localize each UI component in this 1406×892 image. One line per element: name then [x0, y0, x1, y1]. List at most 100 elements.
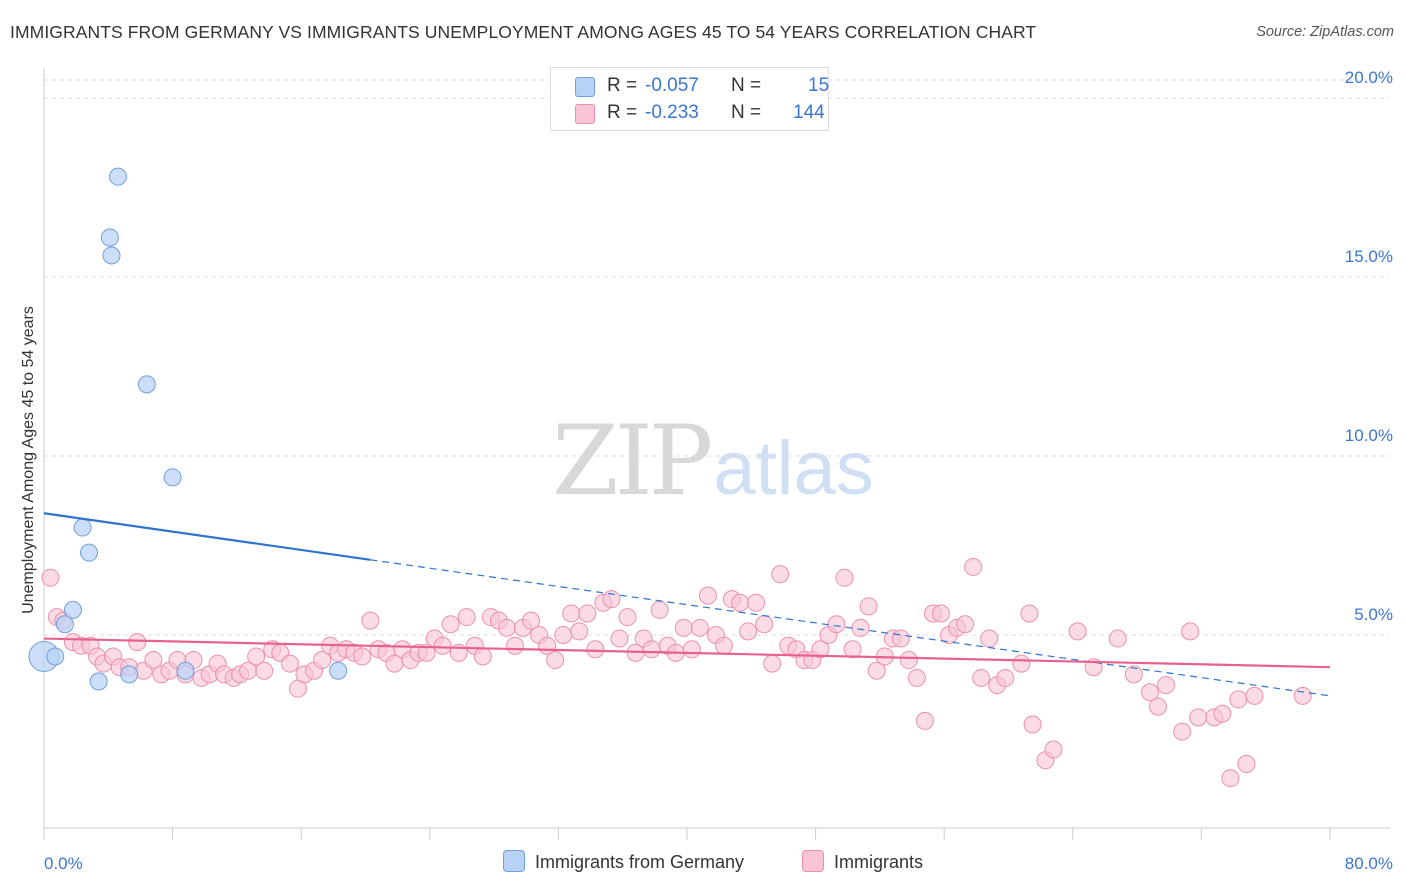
immigrants-point: [1173, 722, 1192, 741]
germany-series: [28, 167, 348, 691]
immigrants-point: [956, 615, 975, 634]
watermark-atlas: atlas: [713, 426, 874, 511]
n-value: 15: [808, 75, 830, 96]
germany-point: [63, 600, 82, 619]
immigrants-point: [1157, 676, 1176, 695]
immigrants-point: [811, 640, 830, 659]
immigrants-point: [578, 604, 597, 623]
source-label: Source: ZipAtlas.com: [1256, 24, 1394, 40]
germany-point: [108, 167, 127, 186]
legend-row-germany: R = -0.057 N = 15: [575, 75, 829, 99]
r-label: R =: [607, 75, 638, 96]
chart-title: IMMIGRANTS FROM GERMANY VS IMMIGRANTS UN…: [10, 22, 1037, 42]
immigrants-point: [731, 593, 750, 612]
germany-point: [329, 661, 348, 680]
immigrants-point: [980, 629, 999, 648]
immigrants-swatch: [575, 104, 595, 124]
y-axis-title: Unemployment Among Ages 45 to 54 years: [20, 306, 37, 614]
legend-item-germany: Immigrants from Germany: [503, 850, 744, 873]
immigrants-point: [1012, 654, 1031, 673]
immigrants-point: [891, 629, 910, 648]
immigrants-point: [1237, 754, 1256, 773]
immigrants-point: [851, 618, 870, 637]
y-tick-label: 10.0%: [1345, 426, 1393, 445]
immigrants-point: [1148, 697, 1167, 716]
immigrants-point: [144, 651, 163, 670]
germany-point: [100, 228, 119, 247]
germany-point: [73, 518, 92, 537]
germany-point: [120, 665, 139, 684]
germany-trend-line: [43, 512, 371, 561]
immigrants-trend-line: [43, 637, 1331, 669]
immigrants-point: [255, 661, 274, 680]
trend-lines: [43, 512, 1331, 697]
immigrants-point: [1245, 686, 1264, 705]
immigrants-point: [763, 654, 782, 673]
immigrants-point: [505, 636, 524, 655]
immigrants-point: [361, 611, 380, 630]
immigrants-point: [739, 622, 758, 641]
immigrants-point: [899, 651, 918, 670]
germany-point: [46, 647, 65, 666]
germany-swatch: [575, 77, 595, 97]
immigrants-swatch: [802, 850, 824, 872]
r-value: -0.233: [645, 102, 699, 123]
legend-row-immigrants: R = -0.233 N = 144: [575, 102, 825, 126]
axis-layer: [43, 68, 1390, 840]
immigrants-point: [586, 640, 605, 659]
correlation-legend: R = -0.057 N = 15 R = -0.233 N = 144: [550, 67, 829, 131]
immigrants-point: [714, 636, 733, 655]
immigrants-point: [473, 647, 492, 666]
immigrants-point: [41, 568, 60, 587]
x-tick-label: 0.0%: [44, 854, 83, 873]
x-tick-label: 80.0%: [1345, 854, 1393, 873]
immigrants-point: [554, 625, 573, 644]
immigrants-point: [1213, 704, 1232, 723]
immigrants-point: [771, 565, 790, 584]
immigrants-point: [562, 604, 581, 623]
immigrants-point: [618, 608, 637, 627]
germany-point: [89, 672, 108, 691]
immigrants-series: [41, 557, 1312, 788]
immigrants-point: [522, 611, 541, 630]
immigrants-point: [128, 633, 147, 652]
immigrants-point: [996, 668, 1015, 687]
immigrants-point: [835, 568, 854, 587]
immigrants-point: [1221, 769, 1240, 788]
legend-item-immigrants: Immigrants: [802, 850, 923, 873]
immigrants-point: [907, 668, 926, 687]
immigrants-point: [1068, 622, 1087, 641]
immigrants-point: [650, 600, 669, 619]
immigrants-point: [313, 651, 332, 670]
immigrants-point: [931, 604, 950, 623]
immigrants-point: [247, 647, 266, 666]
germany-point: [163, 468, 182, 487]
immigrants-point: [642, 640, 661, 659]
germany-point: [176, 661, 195, 680]
immigrants-point: [1023, 715, 1042, 734]
immigrants-point: [280, 654, 299, 673]
legend-label-germany: Immigrants from Germany: [535, 852, 745, 872]
immigrants-point: [602, 590, 621, 609]
immigrants-point: [1189, 708, 1208, 727]
immigrants-point: [867, 661, 886, 680]
germany-point: [137, 375, 156, 394]
immigrants-point: [610, 629, 629, 648]
immigrants-point: [1293, 686, 1312, 705]
immigrants-point: [747, 593, 766, 612]
immigrants-point: [1181, 622, 1200, 641]
n-value: 144: [793, 102, 825, 123]
immigrants-point: [859, 597, 878, 616]
n-label: N =: [731, 102, 762, 123]
immigrants-point: [682, 640, 701, 659]
y-tick-label: 5.0%: [1354, 605, 1393, 624]
germany-point: [55, 615, 74, 634]
immigrants-point: [441, 615, 460, 634]
y-tick-label: 20.0%: [1345, 68, 1393, 87]
immigrants-point: [1108, 629, 1127, 648]
germany-trend-extension: [370, 559, 1331, 697]
immigrants-point: [827, 615, 846, 634]
immigrants-point: [1020, 604, 1039, 623]
immigrants-point: [755, 615, 774, 634]
